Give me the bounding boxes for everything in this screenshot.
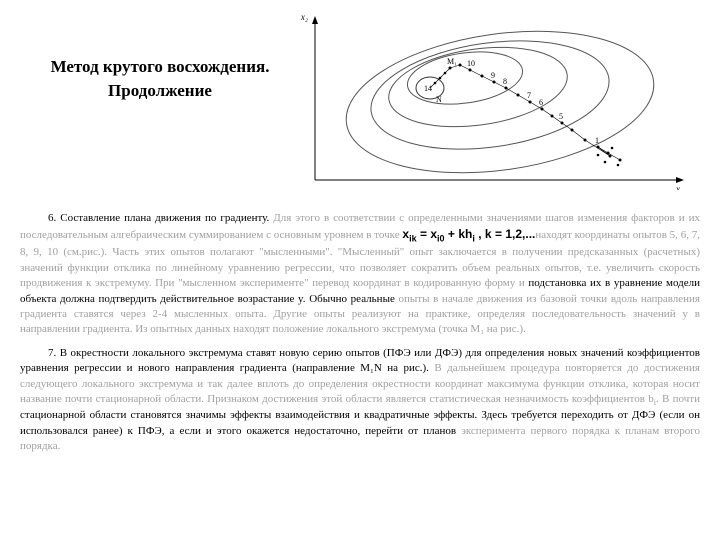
title-block: Метод крутого восхождения. Продолжение: [20, 10, 300, 103]
body-text: 6. Составление плана движения по градиен…: [20, 211, 700, 454]
svg-text:8: 8: [503, 77, 507, 86]
svg-text:14: 14: [424, 84, 432, 93]
svg-text:N: N: [436, 95, 442, 104]
fk: , k = 1,2,...: [475, 227, 536, 241]
fp: + kh: [445, 227, 473, 241]
svg-text:9: 9: [491, 71, 495, 80]
svg-text:6: 6: [539, 98, 543, 107]
paragraph-6: 6. Составление плана движения по градиен…: [20, 211, 700, 338]
feq: = x: [417, 227, 437, 241]
fs2: i0: [437, 234, 445, 244]
svg-text:x₂: x₂: [300, 12, 308, 22]
svg-text:5: 5: [559, 112, 563, 121]
top-section: Метод крутого восхождения. Продолжение x…: [20, 10, 700, 193]
p6-open: 6. Составление плана движения по градиен…: [48, 212, 273, 224]
p6-formula: xik = xi0 + khi , k = 1,2,...: [402, 227, 535, 241]
svg-text:7: 7: [527, 91, 531, 100]
p7-as: . В почти: [656, 393, 700, 405]
fs1: ik: [409, 234, 417, 244]
svg-text:M₁: M₁: [447, 57, 457, 66]
diagram-block: x₂ x₁ 14 N 1 5 67 89 10 M₁: [300, 10, 700, 193]
title-line-1: Метод крутого восхождения.: [20, 55, 300, 79]
svg-text:10: 10: [467, 59, 475, 68]
title-line-2: Продолжение: [20, 79, 300, 103]
svg-text:x₁: x₁: [675, 184, 683, 190]
svg-text:1: 1: [595, 136, 599, 145]
paragraph-7: 7. В окрестности локального экстремума с…: [20, 346, 700, 455]
contour-diagram: x₂ x₁ 14 N 1 5 67 89 10 M₁: [300, 10, 690, 190]
